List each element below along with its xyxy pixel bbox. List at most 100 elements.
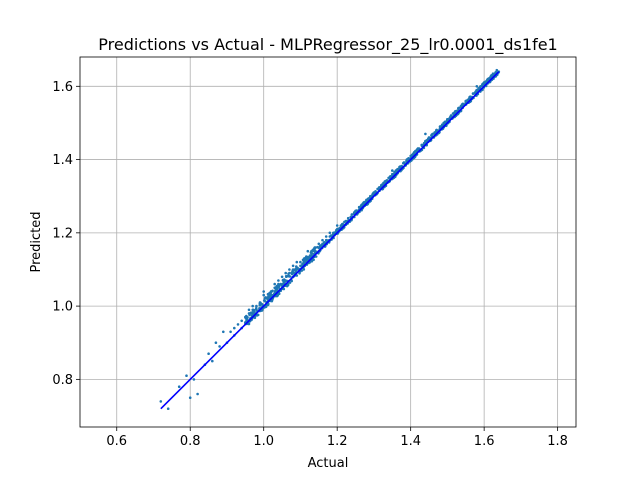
scatter-point <box>438 125 442 128</box>
scatter-point <box>387 176 390 180</box>
scatter-point <box>433 131 436 134</box>
scatter-point <box>394 169 398 172</box>
scatter-point <box>317 246 321 249</box>
scatter-point <box>288 271 291 275</box>
x-tick-label: 1.2 <box>327 434 348 449</box>
scatter-point <box>295 260 299 264</box>
y-tick-label: 1.4 <box>52 153 73 168</box>
scatter-point <box>389 175 393 179</box>
scatter-point <box>466 98 470 102</box>
scatter-point <box>405 158 409 161</box>
scatter-point <box>324 235 328 238</box>
scatter-point <box>299 260 302 264</box>
scatter-point <box>185 374 188 378</box>
scatter-point <box>495 68 499 72</box>
scatter-point <box>310 249 313 253</box>
scatter-point <box>460 103 464 106</box>
scatter-point <box>269 290 273 293</box>
scatter-point <box>300 269 304 272</box>
scatter-point <box>416 147 420 150</box>
scatter-point <box>350 213 354 216</box>
scatter-point <box>302 260 306 264</box>
scatter-point <box>266 297 269 301</box>
scatter-point <box>236 323 240 326</box>
scatter-point <box>207 352 210 356</box>
scatter-point <box>339 224 343 227</box>
scatter-point <box>273 282 277 286</box>
scatter-point <box>284 279 288 282</box>
scatter-point <box>262 299 266 302</box>
scatter-point <box>409 154 413 158</box>
scatter-point <box>258 301 262 304</box>
scatter-point <box>196 392 199 396</box>
y-axis-ticks: 0.8 1.0 1.2 1.4 1.6 <box>52 80 80 388</box>
scatter-point <box>275 284 279 288</box>
scatter-point <box>440 123 444 126</box>
x-axis-label: Actual <box>308 456 349 471</box>
scatter-point <box>301 262 304 266</box>
scatter-point <box>398 165 401 169</box>
scatter-point <box>229 330 232 334</box>
scatter-point <box>262 290 266 293</box>
scatter-point <box>328 235 332 238</box>
scatter-point <box>424 140 427 143</box>
scatter-point <box>376 187 379 191</box>
scatter-point <box>361 202 365 205</box>
scatter-point <box>291 272 295 275</box>
scatter-point <box>357 205 361 209</box>
scatter-point <box>302 257 306 260</box>
scatter-point <box>435 129 438 132</box>
scatter-point <box>427 136 431 139</box>
scatter-point <box>306 249 310 253</box>
scatter-point <box>166 407 170 411</box>
reference-line <box>160 71 500 410</box>
scatter-point <box>391 172 394 176</box>
scatter-point <box>310 253 313 257</box>
scatter-point <box>413 150 416 154</box>
scatter-point <box>262 293 266 297</box>
scatter-point <box>486 77 490 81</box>
chart-title: Predictions vs Actual - MLPRegressor_25_… <box>98 35 557 55</box>
scatter-point <box>335 224 339 227</box>
scatter-point <box>299 264 302 268</box>
scatter-point <box>218 345 221 348</box>
scatter-point <box>372 191 376 194</box>
scatter-point <box>313 248 316 252</box>
scatter-point <box>247 308 251 312</box>
scatter-point <box>457 107 460 110</box>
scatter-point <box>391 169 394 172</box>
scatter-point <box>245 318 249 321</box>
scatter-point <box>464 99 468 103</box>
scatter-point <box>254 308 258 311</box>
scatter-point <box>302 268 306 271</box>
scatter-point <box>365 198 368 202</box>
scatter-point <box>424 132 427 136</box>
scatter-point <box>321 242 324 246</box>
x-tick-label: 1.8 <box>547 434 568 449</box>
scatter-point <box>442 121 446 125</box>
scatter-point <box>475 85 479 88</box>
scatter-point <box>233 326 236 330</box>
scatter-point <box>335 227 339 231</box>
scatter-point <box>277 282 280 286</box>
scatter-point <box>449 114 453 117</box>
scatter-point <box>291 264 295 268</box>
scatter-point <box>346 216 350 220</box>
scatter-point <box>383 180 387 183</box>
scatter-point <box>270 294 274 297</box>
scatter-point <box>393 171 397 175</box>
scatter-point <box>286 283 290 287</box>
y-tick-label: 0.8 <box>52 373 73 388</box>
scatter-point <box>287 274 291 278</box>
y-axis-label: Predicted <box>29 211 44 272</box>
scatter-point <box>281 278 285 282</box>
scatter-point <box>446 118 449 121</box>
scatter-point <box>468 96 471 99</box>
scatter-point <box>188 396 192 400</box>
scatter-point <box>482 81 486 84</box>
y-tick-label: 1.6 <box>52 80 73 95</box>
scatter-point <box>240 319 243 323</box>
scatter-point <box>282 281 286 285</box>
scatter-point <box>247 312 251 315</box>
